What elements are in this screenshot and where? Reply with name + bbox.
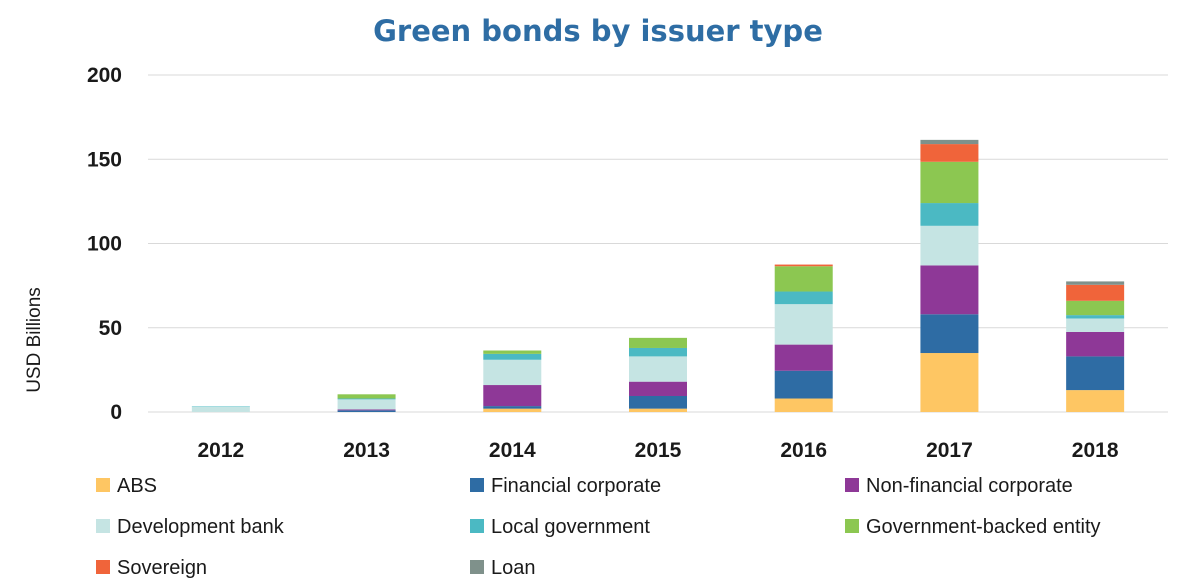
- bar-2018-local-government: [1066, 315, 1125, 319]
- bar-2018-government-backed-entity: [1066, 300, 1125, 316]
- bar-2015-government-backed-entity: [629, 337, 687, 348]
- legend-label: Financial corporate: [491, 475, 661, 497]
- x-tick-label-2012: 2012: [197, 439, 244, 462]
- legend: ABS Financial corporate Non-financial corp…: [96, 475, 1101, 579]
- bar-2013-local-government: [337, 398, 396, 400]
- bar-2013-government-backed-entity: [337, 394, 396, 399]
- bar-2015-abs: [629, 408, 687, 412]
- gridlines: [148, 74, 1168, 413]
- x-tick-label-2017: 2017: [926, 439, 973, 462]
- legend-swatch-government-backed-entity: [845, 519, 859, 533]
- legend-swatch-local-government: [470, 519, 484, 533]
- bar-2018-abs: [1066, 390, 1125, 412]
- bar-2016-local-government: [774, 291, 833, 305]
- bar-2017-abs: [920, 353, 979, 412]
- legend-label: Loan: [491, 557, 536, 579]
- x-tick-label-2013: 2013: [343, 439, 390, 462]
- legend-swatch-financial-corporate: [470, 478, 484, 492]
- y-tick-label: 150: [87, 148, 122, 171]
- chart-title: Green bonds by issuer type: [373, 14, 823, 48]
- bar-2015-non-financial-corporate: [629, 381, 687, 396]
- bar-2017-development-bank: [920, 225, 979, 266]
- legend-label: Non-financial corporate: [866, 475, 1073, 497]
- bar-2017-government-backed-entity: [920, 161, 979, 204]
- legend-label: Sovereign: [117, 557, 207, 579]
- y-tick-label: 0: [110, 401, 122, 424]
- bar-2013-financial-corporate: [337, 410, 396, 412]
- bar-2014-government-backed-entity: [483, 350, 542, 354]
- y-tick-label: 100: [87, 233, 122, 256]
- bar-2016-abs: [774, 398, 833, 412]
- bar-2016-financial-corporate: [774, 370, 833, 399]
- bar-2016-development-bank: [774, 304, 833, 345]
- bar-2017-non-financial-corporate: [920, 265, 979, 315]
- y-tick-label: 200: [87, 64, 122, 87]
- bar-2016-non-financial-corporate: [774, 344, 833, 371]
- bar-2017-financial-corporate: [920, 314, 979, 354]
- bar-2015-development-bank: [629, 356, 687, 382]
- legend-swatch-loan: [470, 560, 484, 574]
- bar-2014-local-government: [483, 353, 542, 360]
- bar-2016-sovereign: [774, 264, 833, 267]
- bar-2018-non-financial-corporate: [1066, 331, 1125, 357]
- bar-2017-sovereign: [920, 144, 979, 162]
- bar-2013-non-financial-corporate: [337, 409, 396, 411]
- legend-label: Development bank: [117, 516, 285, 538]
- x-axis-ticks: 2012 2013 2014 2015 2016 2017 2018: [197, 439, 1118, 462]
- bar-2015-financial-corporate: [629, 395, 687, 409]
- bar-2018-financial-corporate: [1066, 356, 1125, 391]
- legend-label: Local government: [491, 516, 650, 538]
- x-tick-label-2015: 2015: [635, 439, 682, 462]
- bar-2013-development-bank: [337, 399, 396, 410]
- legend-swatch-sovereign: [96, 560, 110, 574]
- bar-2014-financial-corporate: [483, 406, 542, 409]
- bar-2015-local-government: [629, 347, 687, 357]
- x-tick-label-2018: 2018: [1072, 439, 1119, 462]
- legend-swatch-abs: [96, 478, 110, 492]
- bar-2016-government-backed-entity: [774, 266, 833, 292]
- bar-2014-non-financial-corporate: [483, 385, 542, 407]
- x-tick-label-2016: 2016: [780, 439, 827, 462]
- y-axis-ticks: 0 50 100 150 200: [87, 64, 122, 424]
- y-axis-label: USD Billions: [24, 287, 45, 393]
- bar-2012-local-government: [191, 406, 250, 407]
- bar-2018-loan: [1066, 281, 1125, 285]
- legend-swatch-non-financial-corporate: [845, 478, 859, 492]
- legend-label: ABS: [117, 475, 157, 497]
- bar-2014-abs: [483, 408, 542, 412]
- bar-2018-development-bank: [1066, 318, 1125, 332]
- bar-2017-loan: [920, 139, 979, 145]
- bar-2012-development-bank: [191, 406, 250, 412]
- y-tick-label: 50: [99, 317, 122, 340]
- bar-2014-development-bank: [483, 359, 542, 386]
- legend-label: Government-backed entity: [866, 516, 1101, 538]
- x-tick-label-2014: 2014: [489, 439, 536, 462]
- legend-swatch-development-bank: [96, 519, 110, 533]
- bars: [191, 139, 1125, 412]
- bar-2017-local-government: [920, 203, 979, 226]
- bar-2018-sovereign: [1066, 284, 1125, 301]
